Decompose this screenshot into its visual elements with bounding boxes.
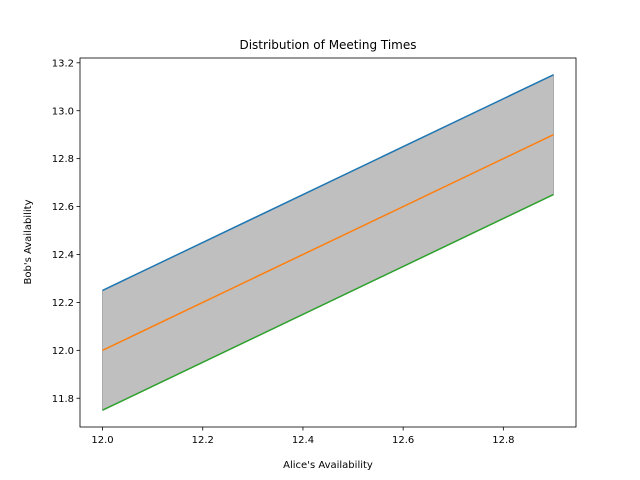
plot-area: 12.0 12.2 12.4 12.6 12.8 11.8 12.0 12.2 12.4 12.6… xyxy=(52,57,577,446)
x-tick-label: 12.0 xyxy=(91,435,113,446)
series-line-3 xyxy=(102,193,554,411)
chart-title: Distribution of Meeting Times xyxy=(239,38,416,52)
y-tick-label: 13.0 xyxy=(52,106,74,117)
y-tick-label: 11.8 xyxy=(52,394,74,405)
x-tick-label: 12.8 xyxy=(492,435,514,446)
x-tick-label: 12.2 xyxy=(192,435,214,446)
y-tick-label: 12.6 xyxy=(52,202,74,213)
axes-frame xyxy=(79,57,577,428)
x-tick-label: 12.6 xyxy=(392,435,414,446)
y-tick-label: 12.0 xyxy=(52,346,74,357)
y-axis-label: Bob's Availability xyxy=(23,199,34,284)
y-tick-label: 12.2 xyxy=(52,298,74,309)
y-tick-label: 12.8 xyxy=(52,154,74,165)
x-tick-label: 12.4 xyxy=(292,435,314,446)
x-axis-label: Alice's Availability xyxy=(283,460,373,471)
y-tick-label: 13.2 xyxy=(52,58,74,69)
y-tick-label: 12.4 xyxy=(52,250,74,261)
series-line-1 xyxy=(102,74,554,292)
series-line-2 xyxy=(102,133,554,352)
